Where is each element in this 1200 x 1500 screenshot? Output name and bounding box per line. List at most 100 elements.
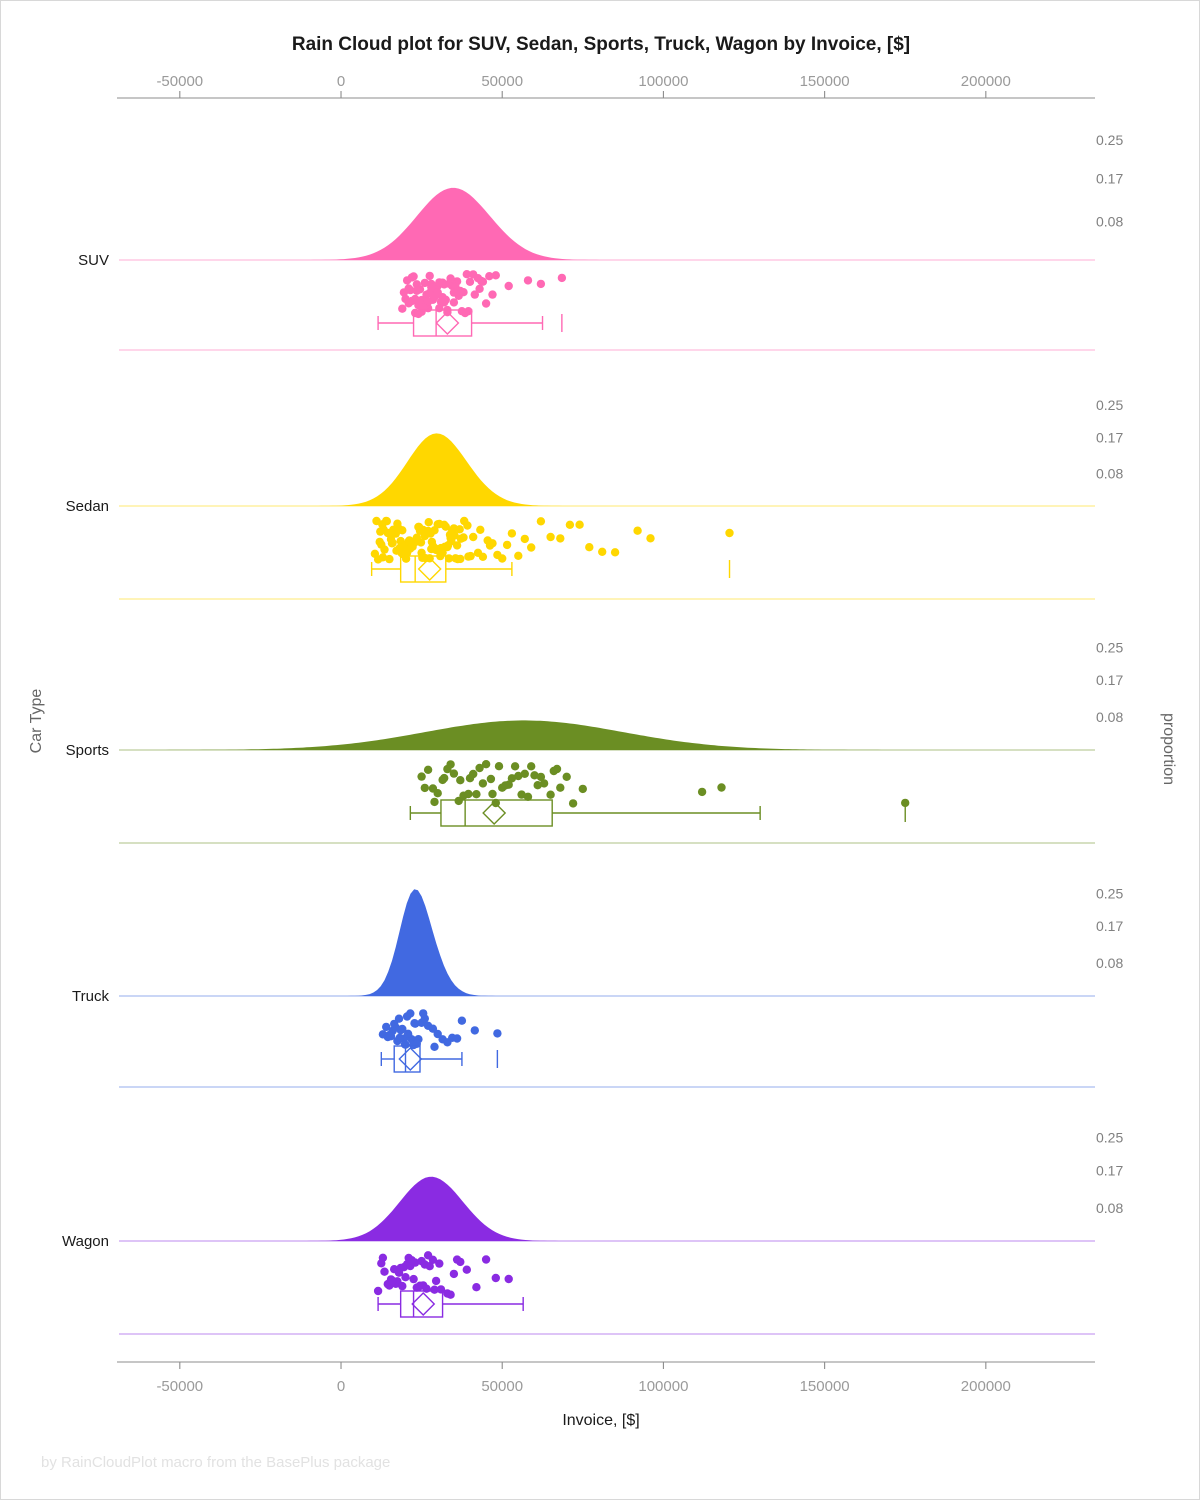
rain-dot <box>449 288 459 297</box>
rain-dot <box>633 526 642 535</box>
proportion-tick-label: 0.08 <box>1096 1200 1123 1216</box>
rain-dot <box>426 529 435 538</box>
rain-dot <box>423 297 433 306</box>
rain-dot <box>536 517 546 526</box>
rain-dot <box>520 534 529 544</box>
proportion-tick-label: 0.08 <box>1096 466 1123 482</box>
rain-dot <box>523 792 533 801</box>
rain-dot <box>527 762 536 771</box>
rain-dot <box>478 552 488 561</box>
proportion-tick-label: 0.17 <box>1096 1163 1123 1179</box>
proportion-tick-label: 0.25 <box>1096 132 1123 148</box>
x-tick-label: 100000 <box>638 1378 688 1395</box>
rain-dot <box>430 292 439 301</box>
rain-dot <box>466 551 475 561</box>
rain-dot <box>382 1022 391 1032</box>
rain-dot <box>408 542 417 551</box>
y2-axis-title: proportion <box>1160 713 1177 785</box>
rain-dot <box>598 547 607 556</box>
rain-dot <box>557 273 567 283</box>
y-axis-title: Car Type <box>28 689 45 754</box>
rain-dot <box>536 772 546 782</box>
rain-dot <box>376 527 385 536</box>
rain-dot <box>697 787 707 797</box>
panel-truck: 0.08 0.17 0.25 Truck <box>72 885 1123 1088</box>
rain-dot <box>485 541 495 550</box>
rain-dot <box>478 779 488 788</box>
rain-dot <box>575 520 584 529</box>
rain-dot <box>453 554 462 564</box>
rain-dot <box>430 1042 439 1052</box>
proportion-tick-label: 0.08 <box>1096 955 1123 971</box>
rain-dot <box>394 1268 404 1277</box>
rain-dot <box>386 1032 396 1041</box>
proportion-tick-label: 0.17 <box>1096 170 1123 186</box>
rain-dot <box>481 299 491 308</box>
proportion-tick-label: 0.25 <box>1096 397 1123 413</box>
rain-dot <box>385 529 395 538</box>
rain-dot <box>476 525 485 534</box>
x-tick-label: 150000 <box>800 73 850 90</box>
rain-dot <box>502 540 512 550</box>
rain-dot <box>517 790 526 799</box>
proportion-tick-label: 0.25 <box>1096 885 1123 901</box>
rain-dot <box>380 1267 389 1276</box>
rain-dot <box>465 774 475 783</box>
rain-dot <box>456 534 466 543</box>
rain-dot <box>477 276 486 286</box>
x-tick-label: 150000 <box>800 1378 850 1395</box>
rain-dot <box>446 1290 455 1299</box>
rain-dot <box>585 543 594 552</box>
rain-dot <box>523 276 533 285</box>
rain-dot <box>539 779 549 788</box>
proportion-tick-label: 0.17 <box>1096 429 1123 445</box>
rain-dot <box>387 539 397 548</box>
rain-dot <box>398 526 407 535</box>
panel-sedan: 0.08 0.17 0.25 Sedan <box>66 397 1123 600</box>
bottom-x-axis: -50000 0 50000 100000 150000 200000 <box>117 1361 1095 1395</box>
rain-dot <box>556 783 565 792</box>
rain-dot <box>486 774 496 784</box>
raincloud-panels: 0.08 0.17 0.25 SUV 0.08 0.17 0.25 Sedan 0.08 0.17… <box>62 132 1123 1335</box>
rain-dot <box>424 518 433 527</box>
rain-dot <box>901 798 910 808</box>
rain-dot <box>475 763 484 773</box>
rain-dot <box>449 1269 459 1279</box>
rain-dot <box>433 1029 442 1039</box>
proportion-tick-label: 0.25 <box>1096 639 1123 655</box>
top-x-axis: -50000 0 50000 100000 150000 200000 <box>117 73 1095 99</box>
x-tick-label: 0 <box>337 1378 345 1395</box>
rain-dot <box>398 304 407 313</box>
rain-dot <box>434 545 443 555</box>
rain-dot <box>411 294 420 304</box>
category-label-wagon: Wagon <box>62 1233 109 1250</box>
rain-dot <box>420 783 429 793</box>
rain-dot <box>435 519 444 529</box>
box-iqr <box>440 799 553 827</box>
footer-credit: by RainCloudPlot macro from the BasePlus… <box>41 1454 390 1471</box>
mean-diamond <box>398 1047 423 1071</box>
rain-dot <box>530 771 539 780</box>
rain-dot <box>395 1033 404 1043</box>
rain-dot <box>449 769 459 778</box>
x-tick-label: -50000 <box>156 73 203 90</box>
rain-dot <box>405 536 414 545</box>
rain-dots <box>398 270 567 319</box>
rain-dot <box>488 290 497 299</box>
density-cloud <box>125 187 1089 260</box>
box-plot <box>370 555 513 583</box>
rain-dot <box>393 519 402 528</box>
category-label-suv: SUV <box>78 252 109 269</box>
rain-dot <box>452 541 462 550</box>
rain-dot <box>556 534 565 543</box>
rain-dot <box>464 789 473 799</box>
rain-dot <box>395 543 404 553</box>
rain-dot <box>470 290 479 299</box>
rain-dot <box>469 532 478 542</box>
mean-diamond <box>435 311 460 335</box>
rain-dot <box>430 1285 439 1294</box>
rain-dot <box>418 553 427 562</box>
rain-dot <box>401 1273 410 1282</box>
rain-dot <box>419 1009 428 1018</box>
